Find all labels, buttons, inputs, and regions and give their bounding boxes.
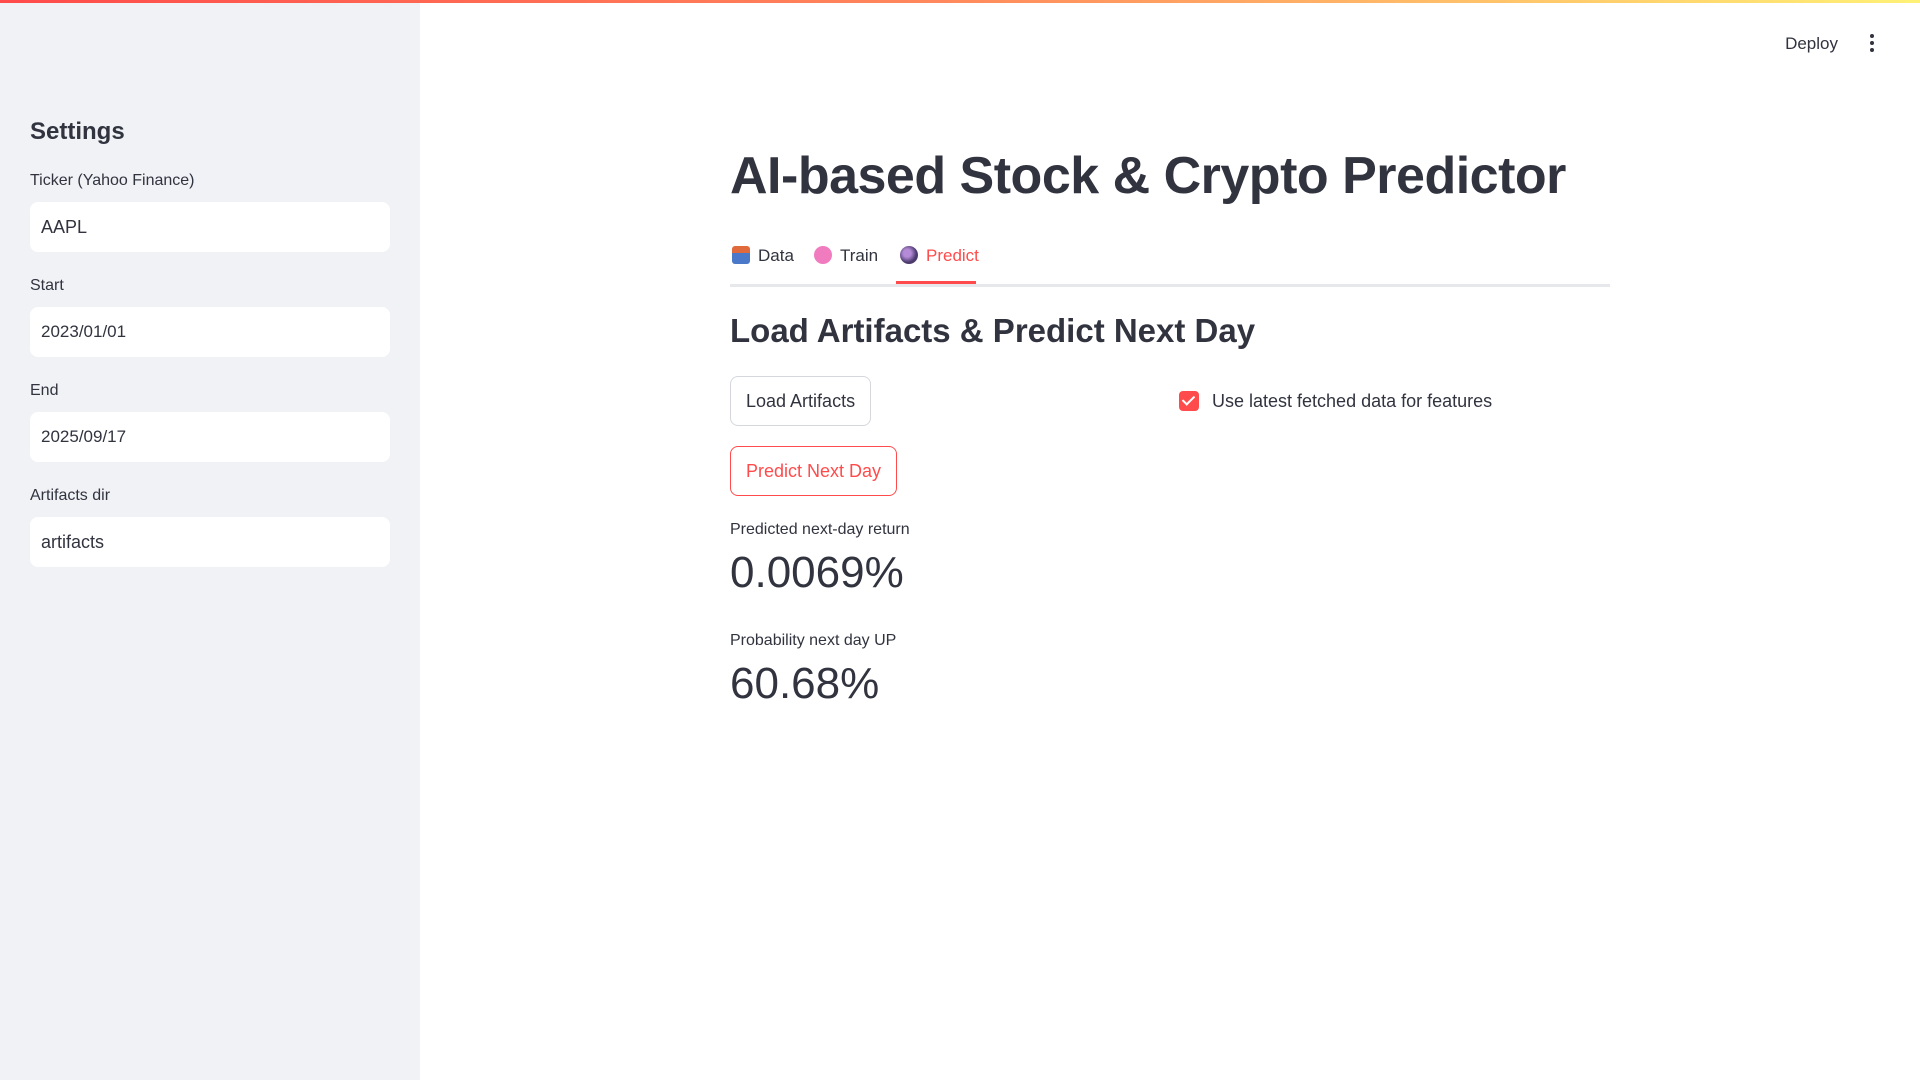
start-date-field: Start 2023/01/01 (30, 275, 390, 357)
top-decoration-bar (0, 0, 1920, 3)
kebab-menu-icon[interactable] (1868, 34, 1876, 56)
probability-up-label: Probability next day UP (730, 632, 897, 649)
end-date-field: End 2025/09/17 (30, 380, 390, 462)
sidebar: Settings Ticker (Yahoo Finance) AAPL Sta… (0, 0, 420, 1080)
probability-up-value: 60.68% (730, 659, 880, 708)
ticker-input[interactable]: AAPL (30, 202, 390, 252)
brain-icon (814, 245, 832, 264)
main-content: Deploy AI-based Stock & Crypto Predictor… (420, 0, 1920, 1080)
page-title: AI-based Stock & Crypto Predictor (730, 147, 1566, 205)
predicted-return-value: 0.0069% (730, 548, 904, 597)
tab-predict-label: Predict (926, 246, 979, 265)
predict-next-day-button[interactable]: Predict Next Day (730, 446, 898, 496)
tab-train[interactable]: Train (814, 240, 878, 284)
deploy-button[interactable]: Deploy (1785, 34, 1838, 53)
crystal-ball-icon (900, 245, 918, 264)
artifacts-dir-field: Artifacts dir artifacts (30, 485, 390, 567)
tab-bar: Data Train Predict (730, 240, 1610, 287)
artifacts-dir-input[interactable]: artifacts (30, 517, 390, 567)
use-latest-data-label: Use latest fetched data for features (1212, 390, 1493, 411)
active-tab-indicator (896, 281, 976, 284)
artifacts-dir-label: Artifacts dir (30, 487, 111, 504)
sidebar-title: Settings (30, 118, 125, 145)
tab-data-label: Data (758, 246, 794, 265)
tab-train-label: Train (840, 246, 879, 265)
section-title: Load Artifacts & Predict Next Day (730, 312, 1256, 349)
ticker-label: Ticker (Yahoo Finance) (30, 172, 195, 189)
start-date-input[interactable]: 2023/01/01 (30, 307, 390, 357)
tab-predict[interactable]: Predict (900, 240, 979, 284)
use-latest-data-checkbox[interactable] (1179, 391, 1199, 411)
ticker-field: Ticker (Yahoo Finance) AAPL (30, 170, 390, 252)
end-date-input[interactable]: 2025/09/17 (30, 412, 390, 462)
start-date-label: Start (30, 277, 64, 294)
use-latest-data-checkbox-row[interactable]: Use latest fetched data for features (1179, 386, 1492, 416)
end-date-label: End (30, 382, 59, 399)
predicted-return-label: Predicted next-day return (730, 521, 910, 538)
inbox-tray-icon (732, 245, 750, 264)
tab-data[interactable]: Data (732, 240, 794, 284)
load-artifacts-button[interactable]: Load Artifacts (730, 376, 872, 426)
